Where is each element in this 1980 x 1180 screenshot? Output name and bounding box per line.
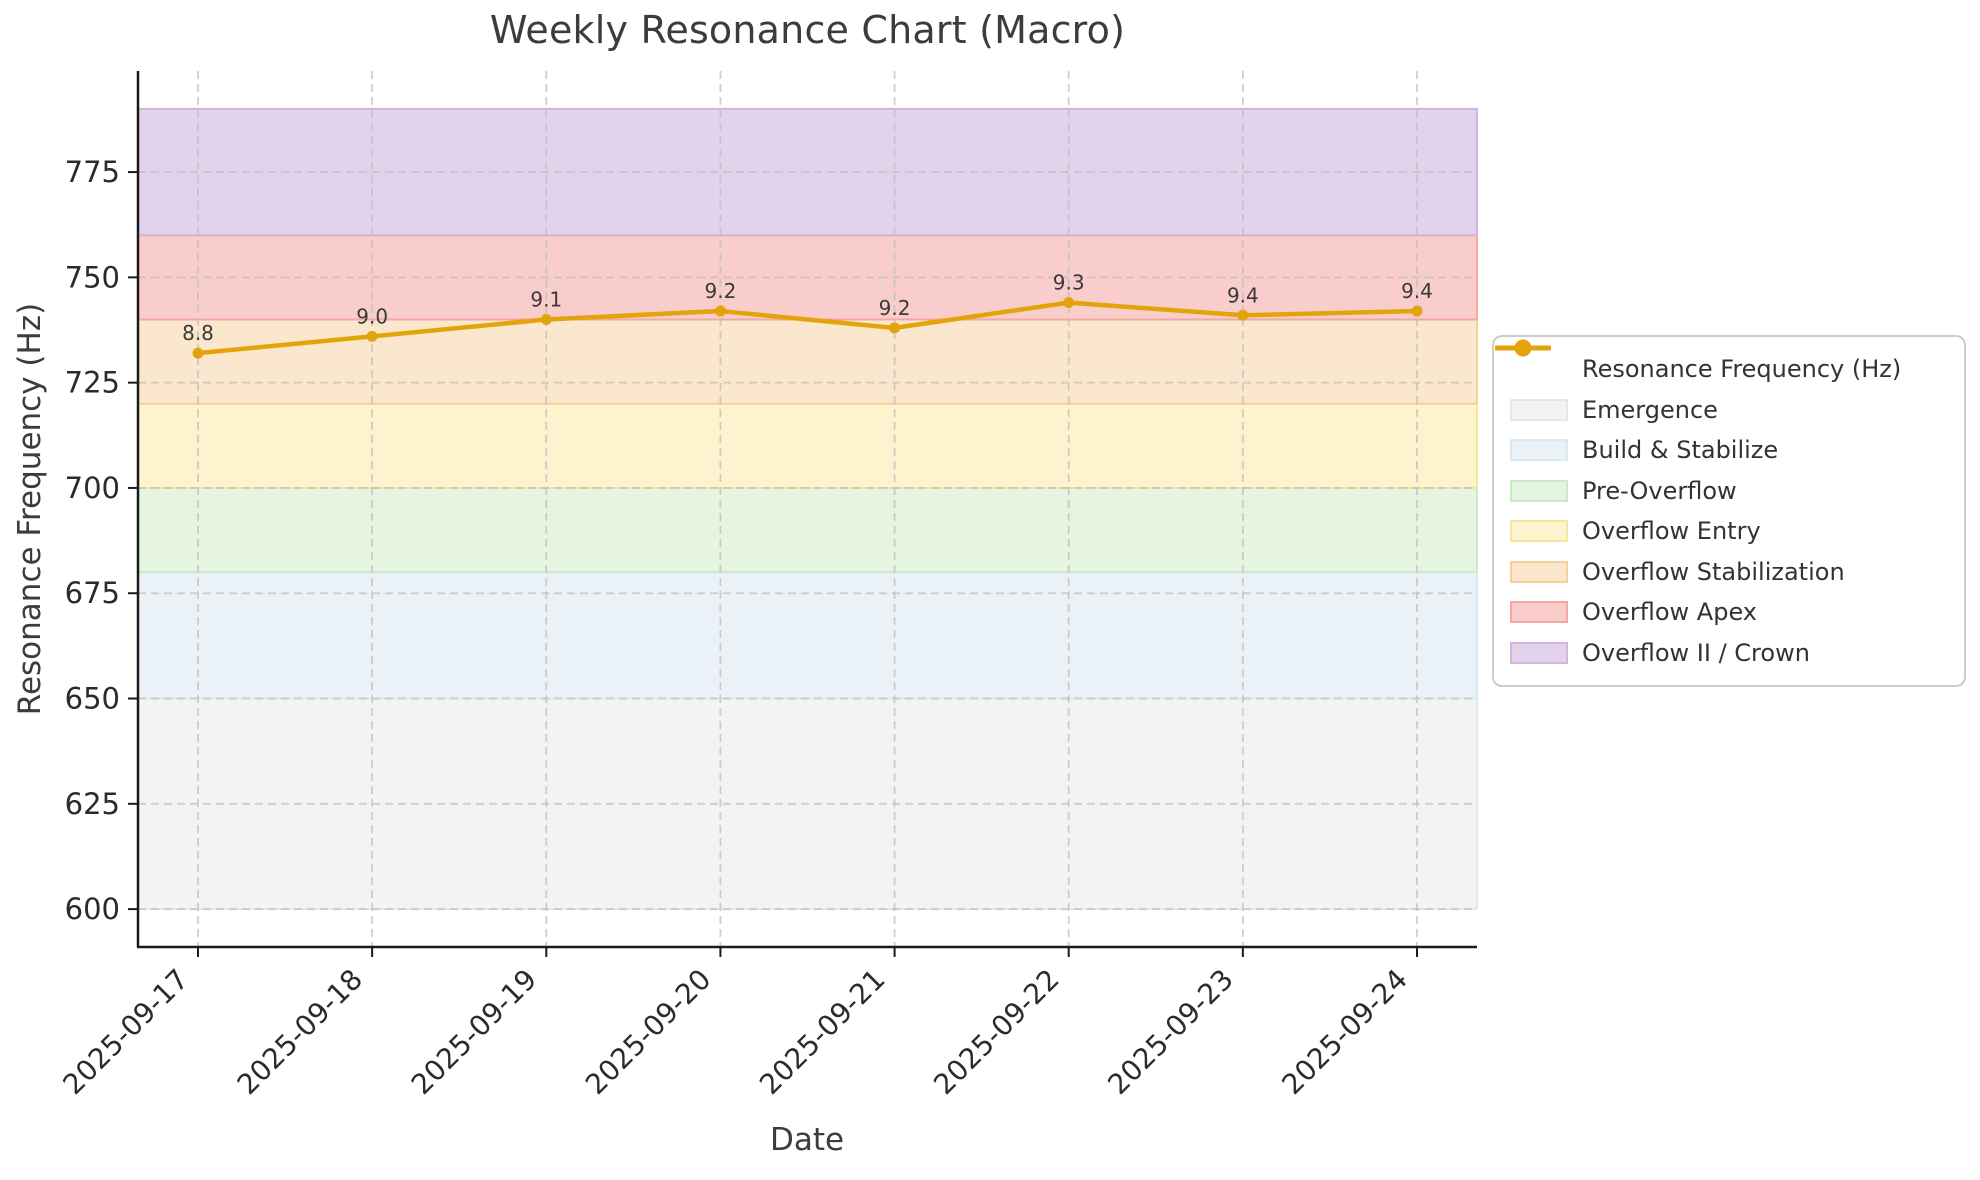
x-tick-label: 2025-09-20 bbox=[579, 963, 717, 1101]
legend-swatch-emergence bbox=[1510, 398, 1568, 421]
point-value-label: 8.8 bbox=[182, 321, 214, 345]
legend-swatch-overflow-entry bbox=[1510, 520, 1568, 543]
data-point-marker bbox=[889, 322, 901, 334]
band-overflow-entry bbox=[137, 402, 1478, 489]
legend-swatch-overflow-ii-crown bbox=[1510, 641, 1568, 664]
y-tick-label: 675 bbox=[65, 576, 120, 610]
band-pre-overflow bbox=[137, 486, 1478, 574]
legend-label: Overflow II / Crown bbox=[1582, 638, 1810, 667]
legend-label: Pre-Overflow bbox=[1582, 476, 1737, 505]
legend-label: Overflow Apex bbox=[1582, 598, 1757, 627]
y-tick-label: 775 bbox=[65, 155, 120, 189]
data-point-marker bbox=[192, 347, 204, 359]
legend: Resonance Frequency (Hz) Emergence Build &… bbox=[1492, 335, 1966, 687]
chart-title: Weekly Resonance Chart (Macro) bbox=[489, 8, 1126, 52]
x-tick-label: 2025-09-23 bbox=[1101, 963, 1239, 1101]
y-tick-label: 650 bbox=[65, 682, 120, 716]
legend-swatch-build-stabilize bbox=[1510, 439, 1568, 462]
x-tick-label: 2025-09-24 bbox=[1276, 963, 1414, 1101]
x-axis-label: Date bbox=[769, 1122, 845, 1158]
data-point-marker bbox=[1063, 297, 1075, 309]
x-tick-label: 2025-09-18 bbox=[231, 963, 369, 1101]
line-marker-icon bbox=[1495, 339, 1551, 357]
point-value-label: 9.2 bbox=[705, 279, 737, 303]
point-value-label: 9.1 bbox=[530, 287, 562, 311]
point-value-label: 9.4 bbox=[1227, 283, 1259, 307]
data-point-marker bbox=[714, 305, 726, 317]
point-value-label: 9.4 bbox=[1401, 279, 1433, 303]
series-line bbox=[195, 300, 1420, 356]
legend-item: Overflow Apex bbox=[1510, 592, 1948, 633]
y-tick-label: 625 bbox=[65, 787, 120, 821]
band-overflow-stabilization bbox=[137, 318, 1478, 405]
x-tick-label: 2025-09-17 bbox=[57, 963, 195, 1101]
legend-item: Emergence bbox=[1510, 390, 1948, 431]
y-tick-label: 750 bbox=[65, 260, 120, 294]
data-point-marker bbox=[540, 313, 552, 325]
data-point-marker bbox=[1411, 305, 1423, 317]
legend-swatch-overflow-stabilization bbox=[1510, 560, 1568, 583]
legend-label: Build & Stabilize bbox=[1582, 436, 1779, 465]
legend-label: Overflow Stabilization bbox=[1582, 557, 1845, 586]
legend-item: Pre-Overflow bbox=[1510, 471, 1948, 512]
legend-item: Build & Stabilize bbox=[1510, 430, 1948, 471]
legend-swatch-pre-overflow bbox=[1510, 479, 1568, 502]
legend-label: Resonance Frequency (Hz) bbox=[1582, 355, 1902, 384]
band-build-stabilize bbox=[137, 571, 1478, 700]
legend-item: Overflow II / Crown bbox=[1510, 633, 1948, 674]
legend-item: Overflow Entry bbox=[1510, 511, 1948, 552]
legend-item: Resonance Frequency (Hz) bbox=[1495, 339, 1948, 390]
x-tick-label: 2025-09-22 bbox=[927, 963, 1065, 1101]
data-point-marker bbox=[366, 330, 378, 342]
y-tick-label: 600 bbox=[65, 892, 120, 926]
legend-label: Emergence bbox=[1582, 395, 1718, 424]
point-value-label: 9.0 bbox=[356, 304, 388, 328]
point-value-label: 9.3 bbox=[1053, 271, 1085, 295]
legend-label: Overflow Entry bbox=[1582, 517, 1761, 546]
y-tick-label: 725 bbox=[65, 366, 120, 400]
legend-item: Overflow Stabilization bbox=[1510, 552, 1948, 593]
legend-swatch-overflow-apex bbox=[1510, 601, 1568, 624]
data-point-marker bbox=[1237, 309, 1249, 321]
point-value-label: 9.2 bbox=[879, 296, 911, 320]
x-tick-label: 2025-09-19 bbox=[405, 963, 543, 1101]
legend-line-swatch bbox=[1495, 339, 1568, 380]
y-tick-label: 700 bbox=[65, 471, 120, 505]
x-tick-label: 2025-09-21 bbox=[753, 963, 891, 1101]
